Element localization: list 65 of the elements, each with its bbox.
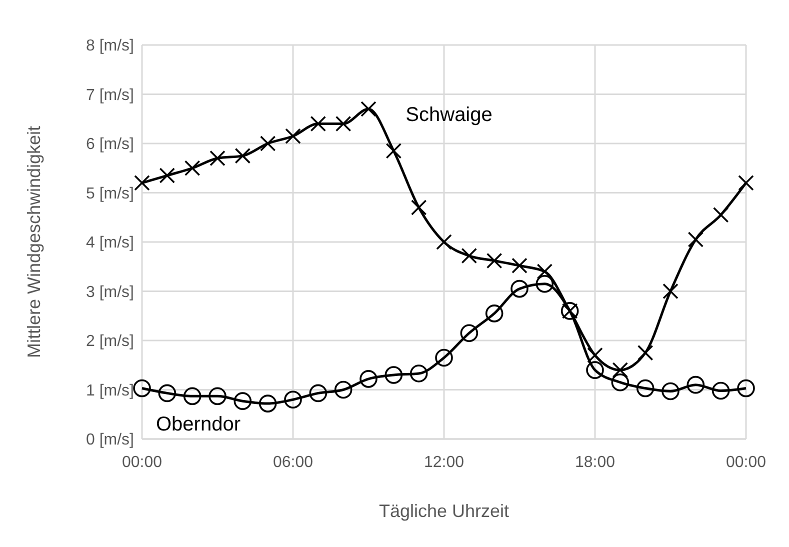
y-tick-label: 0 [m/s]: [86, 432, 134, 449]
point: [712, 382, 730, 400]
point: [386, 142, 402, 159]
point: [510, 280, 528, 298]
x-tick-label: 12:00: [424, 454, 464, 471]
series-label: Oberndor: [156, 413, 241, 436]
point: [334, 380, 352, 399]
point: [637, 344, 654, 361]
y-axis-title: Mittlere Windgeschwindigkeit: [24, 126, 44, 358]
point: [410, 364, 428, 382]
y-tick-label: 1 [m/s]: [86, 382, 134, 400]
y-tick-label: 7 [m/s]: [86, 86, 134, 104]
point: [486, 252, 502, 269]
point: [234, 148, 251, 164]
point: [686, 376, 705, 394]
point: [662, 382, 680, 400]
point: [636, 379, 654, 398]
point: [410, 200, 427, 216]
point: [536, 274, 554, 293]
point: [133, 379, 151, 398]
x-tick-label: 18:00: [574, 454, 616, 471]
x-tick-label: 06:00: [272, 454, 314, 471]
point: [260, 136, 276, 152]
point: [435, 348, 453, 367]
x-axis-title: Tägliche Uhrzeit: [378, 501, 510, 521]
point: [285, 128, 301, 144]
point: [335, 116, 352, 132]
point: [485, 304, 504, 322]
y-tick-label: 8 [m/s]: [86, 38, 134, 55]
point: [258, 394, 277, 412]
point: [360, 101, 376, 117]
point: [234, 392, 252, 410]
point: [183, 387, 202, 406]
point: [662, 283, 678, 300]
point: [158, 384, 176, 402]
point: [536, 264, 553, 280]
point: [210, 150, 226, 166]
point: [737, 379, 755, 398]
point: [310, 116, 326, 132]
series-label: Schwaige: [406, 104, 492, 126]
point: [712, 207, 729, 223]
point: [436, 234, 452, 250]
point: [134, 175, 150, 191]
y-tick-label: 4 [m/s]: [86, 234, 134, 252]
point: [738, 175, 754, 191]
point: [586, 361, 604, 379]
x-tick-label: 00:00: [726, 454, 766, 471]
point: [184, 160, 200, 176]
y-tick-label: 6 [m/s]: [86, 136, 134, 154]
point: [208, 387, 226, 406]
y-tick-label: 5 [m/s]: [86, 185, 134, 202]
point: [611, 373, 630, 392]
point: [688, 232, 704, 248]
y-tick-label: 3 [m/s]: [86, 284, 134, 301]
x-tick-label: 00:00: [122, 454, 162, 471]
point: [461, 248, 478, 264]
point: [360, 370, 378, 388]
point: [512, 258, 528, 274]
y-tick-label: 2 [m/s]: [86, 333, 134, 350]
point: [460, 324, 478, 342]
point: [159, 168, 176, 184]
point: [284, 390, 302, 408]
point: [309, 384, 328, 402]
point: [612, 362, 628, 378]
point: [384, 366, 403, 384]
